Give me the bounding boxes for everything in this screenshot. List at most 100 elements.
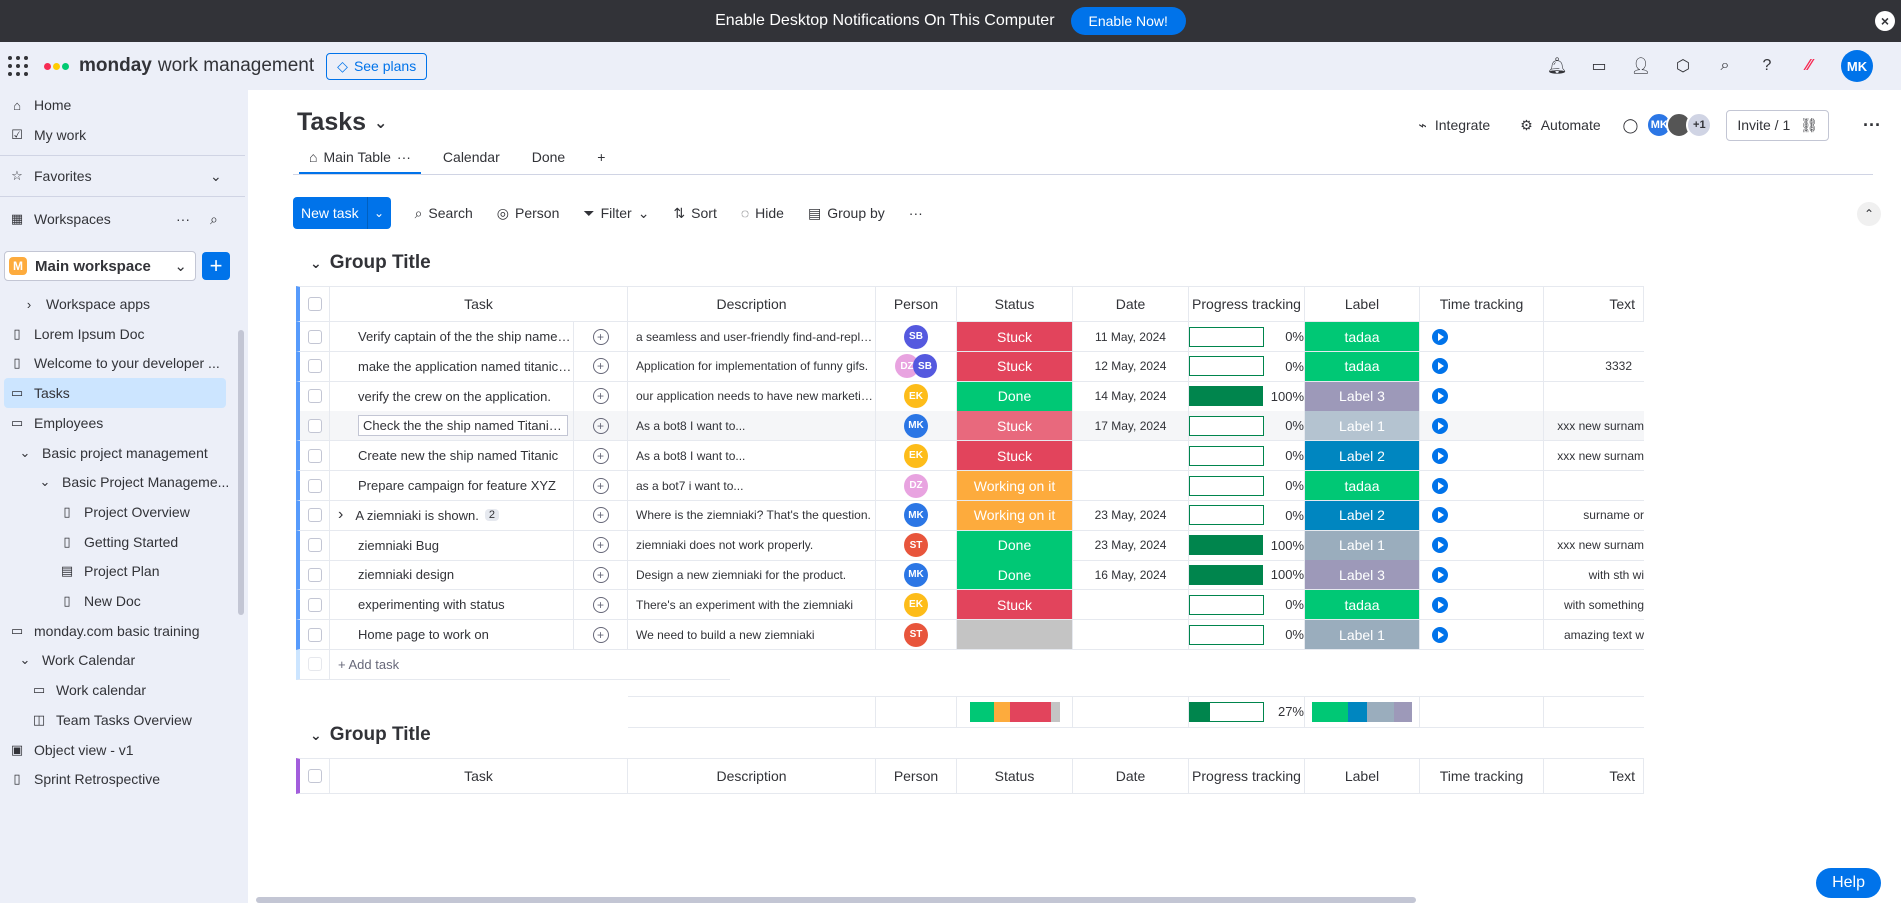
group-by-button[interactable]: ▤ Group by [798,197,895,229]
description-cell[interactable]: Where is the ziemniaki? That's the quest… [628,500,876,530]
label-cell[interactable]: tadaa [1305,351,1420,381]
add-update-icon[interactable]: + [592,447,609,464]
row-select-cell[interactable] [300,351,330,381]
add-update-icon[interactable]: + [592,596,609,613]
sidebar-item-basic-project-management[interactable]: ⌄ Basic project management [0,438,240,468]
expand-subitems-icon[interactable]: › [338,506,344,524]
row-select-cell[interactable] [300,500,330,530]
integrate-button[interactable]: ⌁ Integrate [1410,117,1498,134]
status-cell[interactable]: Stuck [957,351,1073,381]
filter-button[interactable]: ⏷ Filter ⌄ [573,197,659,229]
status-cell[interactable]: Done [957,381,1073,411]
updates-cell[interactable]: + [574,620,628,649]
chevron-down-icon[interactable]: ⌄ [310,726,322,743]
chevron-up-icon[interactable]: ⌃ [1857,202,1881,226]
play-icon[interactable] [1432,477,1448,494]
task-name-cell[interactable]: Check the the ship named Titanic acc... [330,411,574,441]
sidebar-item-basic-project-manageme[interactable]: ⌄ Basic Project Manageme... [0,467,240,497]
workspace-selector[interactable]: M Main workspace ⌄ [4,251,196,281]
see-plans-button[interactable]: ◇ See plans [326,52,428,80]
search-icon[interactable]: ⌕ [210,210,218,227]
column-header-status[interactable]: Status [957,287,1073,321]
label-cell[interactable]: Label 1 [1305,411,1420,441]
status-cell[interactable]: Done [957,560,1073,590]
table-row[interactable]: Create new the ship named Titanic + As a b… [296,441,1644,472]
column-header-person[interactable]: Person [876,287,957,321]
time-tracking-cell[interactable] [1420,560,1544,590]
group-title[interactable]: ⌄ Group Title [310,724,431,746]
row-checkbox[interactable] [307,567,322,582]
row-checkbox[interactable] [307,418,322,433]
label-cell[interactable]: Label 1 [1305,620,1420,649]
board-title[interactable]: Tasks ⌄ [297,108,387,137]
description-cell[interactable]: There's an experiment with the ziemniaki [628,590,876,620]
row-select-cell[interactable] [300,411,330,441]
task-name-cell[interactable]: › A ziemniaki is shown. 2 [330,500,574,530]
text-cell[interactable]: surname or [1544,501,1644,530]
chevron-down-icon[interactable]: ⌄ [310,254,322,271]
sidebar-item-work-calendar[interactable]: ▭ Work calendar [0,675,240,705]
column-header-description[interactable]: Description [628,759,876,793]
play-icon[interactable] [1432,358,1448,375]
column-header-task[interactable]: Task [330,287,628,321]
time-tracking-cell[interactable] [1420,351,1544,381]
person-cell[interactable]: DZ [876,471,957,500]
board-members[interactable]: MK +1 [1646,112,1713,138]
date-cell[interactable] [1073,620,1189,649]
enable-notifications-button[interactable]: Enable Now! [1070,7,1186,35]
sidebar-item-getting-started[interactable]: ▯ Getting Started [0,527,240,557]
apps-grid-icon[interactable] [6,54,30,78]
user-avatar[interactable]: MK [1841,50,1873,82]
description-cell[interactable]: as a bot7 i want to... [628,471,876,500]
logo[interactable]: monday work management [44,55,314,77]
date-cell[interactable]: 23 May, 2024 [1073,500,1189,530]
row-select-cell[interactable] [300,590,330,620]
tab-done[interactable]: Done [516,140,581,174]
column-header-label[interactable]: Label [1305,287,1420,321]
person-cell[interactable]: ST [876,530,957,560]
person-cell[interactable]: DZ SB [876,351,957,381]
new-task-button[interactable]: New task ⌄ [293,197,391,229]
play-icon[interactable] [1432,626,1448,643]
add-update-icon[interactable]: + [592,626,609,643]
table-row[interactable]: Prepare campaign for feature XYZ + as a bo… [296,471,1644,501]
date-cell[interactable] [1073,590,1189,620]
row-checkbox[interactable] [307,627,322,642]
sidebar-item-object-view-v1[interactable]: ▣ Object view - v1 [0,735,240,765]
horizontal-scrollbar[interactable] [256,897,1416,903]
status-distribution-bar[interactable] [969,701,1060,722]
column-header-date[interactable]: Date [1073,759,1189,793]
text-cell[interactable]: with sth wi [1544,560,1644,589]
hide-button[interactable]: ◌ Hide [731,197,794,229]
add-update-icon[interactable]: + [592,358,609,375]
play-icon[interactable] [1432,447,1448,464]
person-cell[interactable]: MK [876,560,957,590]
chat-icon[interactable]: ◯ [1622,116,1639,133]
task-name-cell[interactable]: verify the crew on the application. [330,381,574,411]
sidebar-item-project-overview[interactable]: ▯ Project Overview [0,497,240,527]
sidebar-item-new-doc[interactable]: ▯ New Doc [0,586,240,616]
row-select-cell[interactable] [300,530,330,560]
sidebar-item-employees[interactable]: ▭ Employees [0,408,240,438]
status-cell[interactable] [957,620,1073,649]
sidebar-item-sprint-retrospective[interactable]: ▯ Sprint Retrospective [0,764,240,794]
label-cell[interactable]: Label 1 [1305,530,1420,560]
add-update-icon[interactable]: + [592,388,609,405]
person-cell[interactable]: EK [876,590,957,620]
row-checkbox[interactable] [307,597,322,612]
time-tracking-cell[interactable] [1420,590,1544,620]
status-cell[interactable]: Stuck [957,411,1073,441]
play-icon[interactable] [1432,537,1448,554]
more-icon[interactable]: ··· [396,149,411,165]
status-cell[interactable]: Working on it [957,500,1073,530]
label-cell[interactable]: tadaa [1305,590,1420,620]
date-cell[interactable]: 11 May, 2024 [1073,322,1189,351]
task-name-cell[interactable]: ziemniaki design [330,560,574,590]
sidebar-item-workspace-apps[interactable]: › Workspace apps [0,289,240,319]
column-header-text[interactable]: Text [1544,759,1644,793]
updates-cell[interactable]: + [574,590,628,620]
add-update-icon[interactable]: + [592,537,609,554]
play-icon[interactable] [1432,388,1448,405]
search-icon[interactable]: ⌕ [1720,57,1730,74]
product-switcher-icon[interactable]: ∕∕ [1806,57,1812,74]
